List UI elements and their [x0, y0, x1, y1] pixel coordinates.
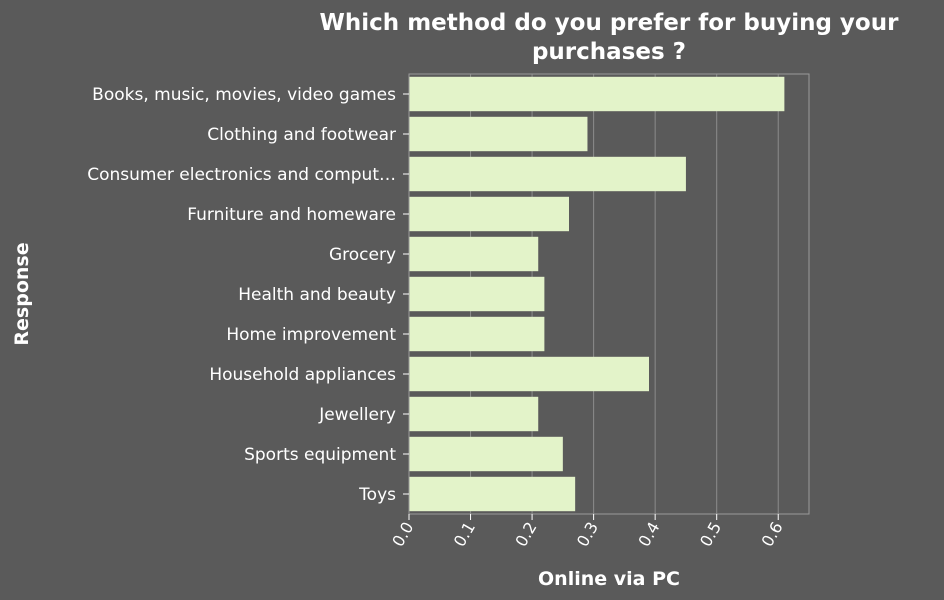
bar	[409, 316, 545, 352]
category-label: Toys	[358, 485, 396, 505]
x-tick-label: 0.2	[511, 519, 540, 551]
category-label: Grocery	[329, 245, 396, 265]
category-label: Books, music, movies, video games	[92, 85, 396, 105]
x-axis-title: Online via PC	[538, 568, 680, 590]
category-label: Sports equipment	[244, 445, 396, 465]
x-tick-label: 0.0	[388, 519, 417, 551]
category-label: Furniture and homeware	[187, 205, 396, 225]
chart-title-line-2: purchases ?	[532, 39, 686, 65]
x-tick-label: 0.6	[758, 519, 787, 551]
category-label: Home improvement	[226, 325, 396, 345]
bar	[409, 276, 545, 312]
bar	[409, 116, 588, 152]
category-label: Health and beauty	[238, 285, 396, 305]
x-tick-label: 0.5	[696, 519, 725, 551]
bar	[409, 156, 686, 192]
x-tick-label: 0.1	[450, 519, 479, 551]
bar	[409, 356, 649, 392]
y-axis: Books, music, movies, video games Clothin…	[87, 85, 409, 505]
bar	[409, 76, 785, 112]
bar	[409, 196, 569, 232]
bar	[409, 436, 563, 472]
category-label: Consumer electronics and comput…	[87, 165, 396, 185]
category-label: Clothing and footwear	[207, 125, 396, 145]
x-tick-label: 0.4	[634, 519, 663, 551]
category-label: Household appliances	[209, 365, 396, 385]
bar	[409, 476, 576, 512]
x-axis: 0.0 0.1 0.2 0.3 0.4 0.5 0.6	[388, 514, 787, 551]
bars	[409, 76, 785, 512]
x-tick-label: 0.3	[573, 519, 602, 551]
chart-title-line-1: Which method do you prefer for buying yo…	[320, 10, 900, 36]
bar	[409, 236, 539, 272]
bar	[409, 396, 539, 432]
y-axis-title: Response	[11, 242, 33, 345]
category-label: Jewellery	[318, 405, 396, 425]
